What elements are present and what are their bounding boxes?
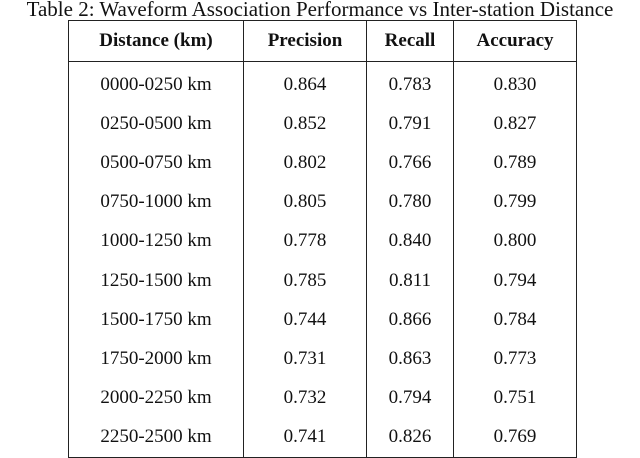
value-cell: 0.827 (453, 104, 577, 144)
table-row: 1750-2000 km 0.731 0.863 0.773 (68, 339, 577, 379)
value-cell: 0.805 (243, 182, 367, 222)
table-row: 0750-1000 km 0.805 0.780 0.799 (68, 182, 577, 222)
value-cell: 0.840 (366, 221, 454, 261)
table-row: 2250-2500 km 0.741 0.826 0.769 (68, 417, 577, 458)
distance-cell: 1500-1750 km (68, 300, 244, 340)
value-cell: 0.744 (243, 300, 367, 340)
header-cell: Distance (km) (68, 20, 244, 62)
distance-cell: 0750-1000 km (68, 182, 244, 222)
value-cell: 0.826 (366, 417, 454, 458)
value-cell: 0.830 (453, 61, 577, 105)
value-cell: 0.784 (453, 300, 577, 340)
value-cell: 0.866 (366, 300, 454, 340)
value-cell: 0.769 (453, 417, 577, 458)
value-cell: 0.773 (453, 339, 577, 379)
distance-cell: 0500-0750 km (68, 143, 244, 183)
distance-cell: 1750-2000 km (68, 339, 244, 379)
value-cell: 0.766 (366, 143, 454, 183)
value-cell: 0.800 (453, 221, 577, 261)
caption: Table 2: Waveform Association Performanc… (26, 0, 614, 21)
header-cell: Recall (366, 20, 454, 62)
distance-cell: 1250-1500 km (68, 260, 244, 301)
caption-box: Table 2: Waveform Association Performanc… (0, 0, 640, 22)
distance-cell: 2250-2500 km (68, 417, 244, 458)
distance-cell: 0250-0500 km (68, 104, 244, 144)
table-row: 1250-1500 km 0.785 0.811 0.794 (68, 260, 577, 301)
value-cell: 0.778 (243, 221, 367, 261)
value-cell: 0.731 (243, 339, 367, 379)
header-cell: Accuracy (453, 20, 577, 62)
value-cell: 0.811 (366, 260, 454, 301)
table-row: 0500-0750 km 0.802 0.766 0.789 (68, 143, 577, 183)
value-cell: 0.791 (366, 104, 454, 144)
value-cell: 0.741 (243, 417, 367, 458)
value-cell: 0.789 (453, 143, 577, 183)
value-cell: 0.785 (243, 260, 367, 301)
table-row: 1000-1250 km 0.778 0.840 0.800 (68, 221, 577, 261)
table-row: 1500-1750 km 0.744 0.866 0.784 (68, 300, 577, 340)
table-row: 0000-0250 km 0.864 0.783 0.830 (68, 61, 577, 105)
table: Distance (km) Precision Recall Accuracy 000… (68, 20, 577, 458)
value-cell: 0.732 (243, 378, 367, 418)
value-cell: 0.794 (366, 378, 454, 418)
header-cell: Precision (243, 20, 367, 62)
distance-cell: 0000-0250 km (68, 61, 244, 105)
value-cell: 0.751 (453, 378, 577, 418)
header-row: Distance (km) Precision Recall Accuracy (68, 20, 577, 62)
value-cell: 0.783 (366, 61, 454, 105)
value-cell: 0.852 (243, 104, 367, 144)
value-cell: 0.799 (453, 182, 577, 222)
value-cell: 0.863 (366, 339, 454, 379)
distance-cell: 2000-2250 km (68, 378, 244, 418)
table-body: 0000-0250 km 0.864 0.783 0.830 0250-0500 km 0… (68, 61, 577, 458)
value-cell: 0.802 (243, 143, 367, 183)
table-row: 2000-2250 km 0.732 0.794 0.751 (68, 378, 577, 418)
value-cell: 0.794 (453, 260, 577, 301)
value-cell: 0.780 (366, 182, 454, 222)
table-row: 0250-0500 km 0.852 0.791 0.827 (68, 104, 577, 144)
distance-cell: 1000-1250 km (68, 221, 244, 261)
value-cell: 0.864 (243, 61, 367, 105)
